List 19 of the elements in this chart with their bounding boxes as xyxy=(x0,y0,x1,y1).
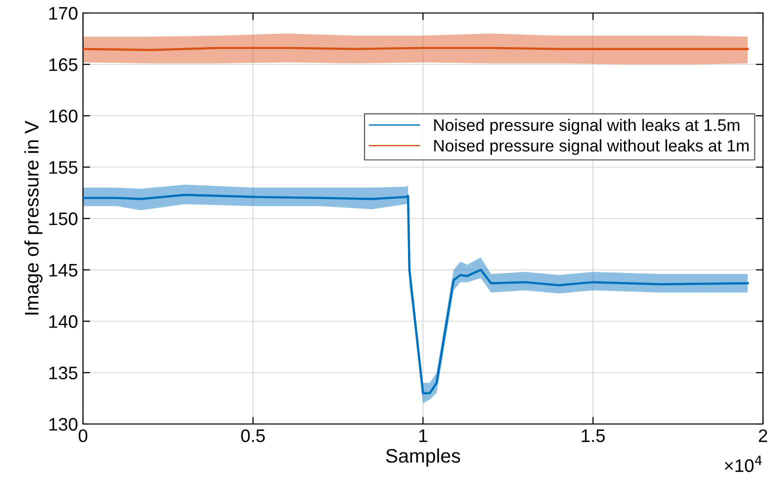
y-tick-label: 150 xyxy=(49,212,78,226)
y-tick-label: 140 xyxy=(49,315,78,328)
y-tick-label: 155 xyxy=(49,161,78,174)
y-tick-label: 160 xyxy=(49,110,78,122)
y-tick-label: 165 xyxy=(49,58,78,72)
legend-label: Noised pressure signal without leaks at 1m xyxy=(434,139,749,155)
x-tick-label: 1.5 xyxy=(582,430,605,442)
y-tick-label: 135 xyxy=(49,366,78,380)
x-axis-title: Samples xyxy=(386,448,460,467)
x-tick-label: 2 xyxy=(758,429,768,442)
y-tick-label: 170 xyxy=(49,6,78,20)
x-tick-label: 1 xyxy=(419,430,428,442)
y-tick-label: 130 xyxy=(49,418,78,431)
x-tick-label: 0 xyxy=(78,429,88,442)
legend-label: Noised pressure signal with leaks at 1.5m xyxy=(434,118,740,134)
x-tick-label: 0.5 xyxy=(241,429,265,442)
y-tick-label: 145 xyxy=(49,264,78,277)
text: ×10$^{4}$ xyxy=(724,456,762,472)
y-axis-title: Image of pressure in V xyxy=(24,120,42,315)
